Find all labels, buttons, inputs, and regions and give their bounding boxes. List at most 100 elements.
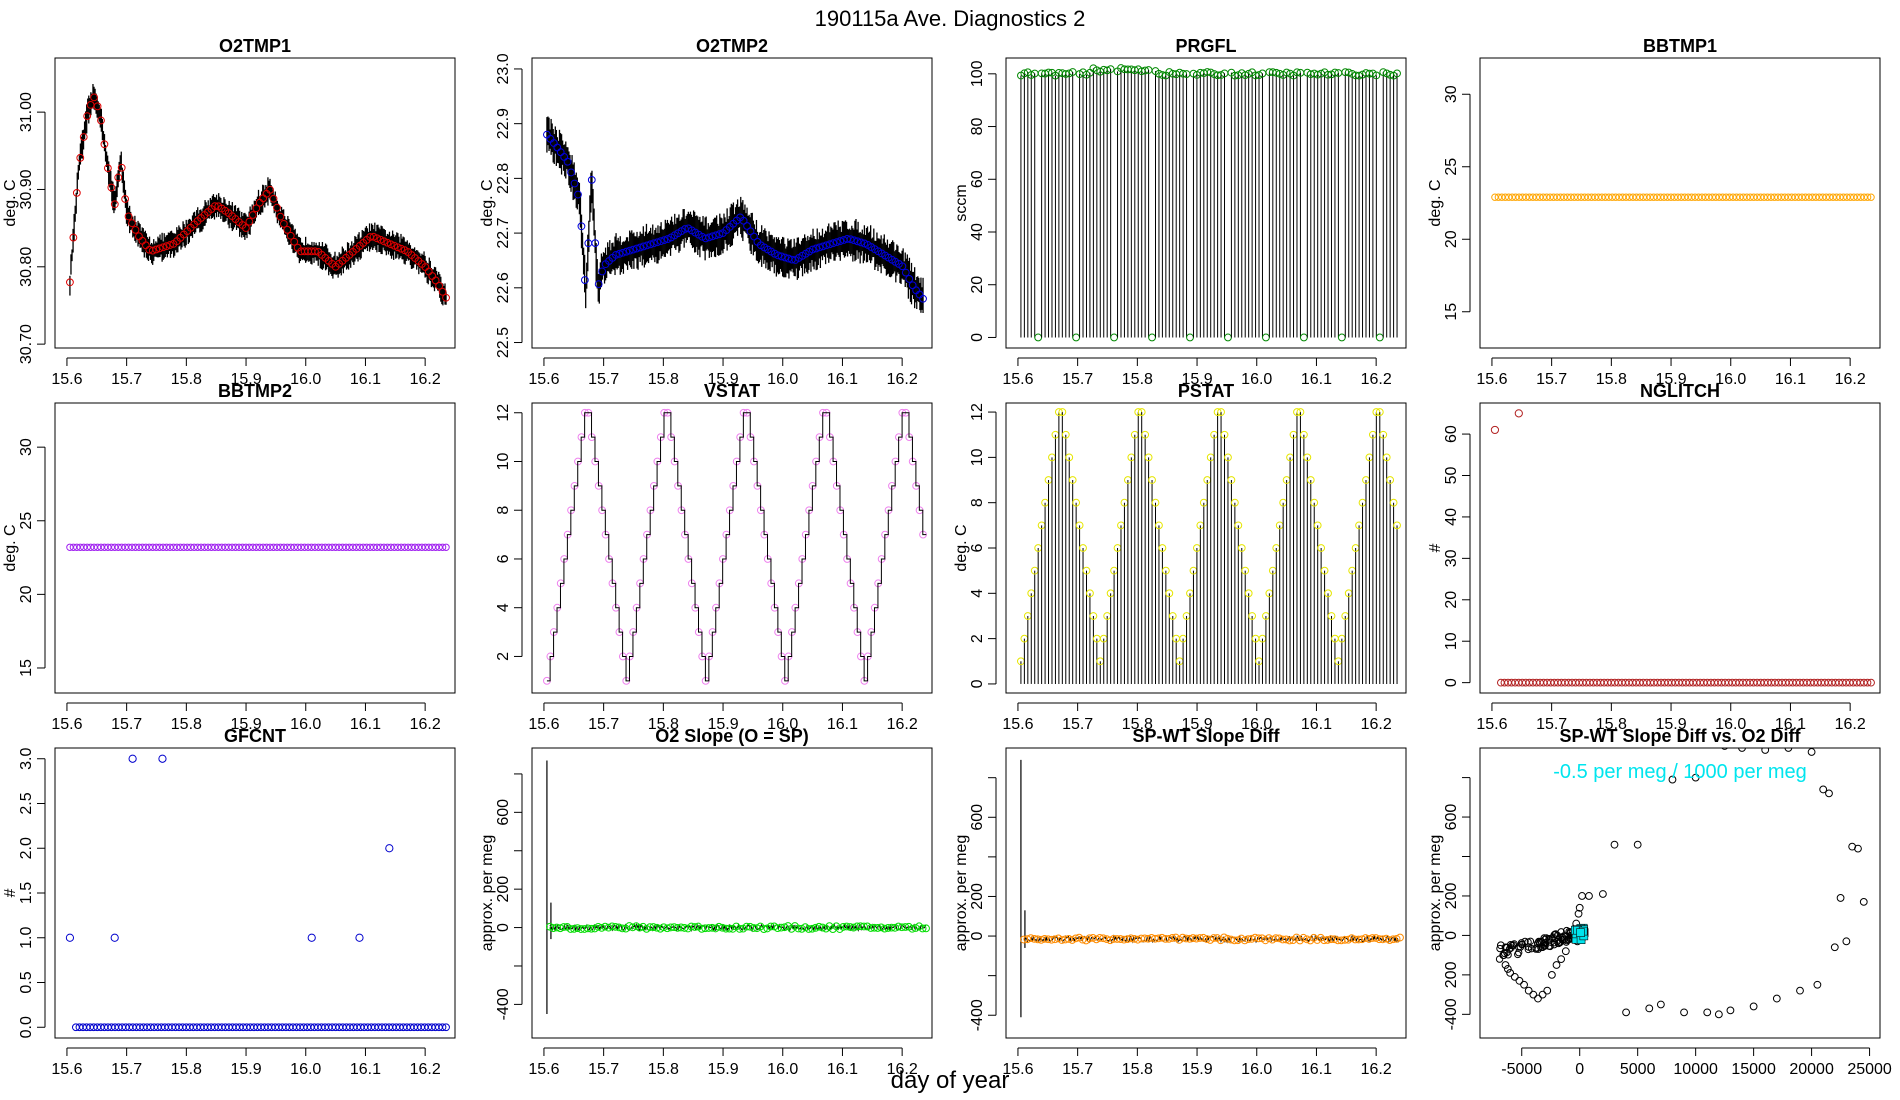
data-point <box>1680 1008 1688 1017</box>
data-point <box>173 543 181 551</box>
data-point <box>1244 589 1253 598</box>
data-point <box>1725 193 1734 201</box>
data-point <box>1293 68 1301 77</box>
data-point <box>442 293 450 302</box>
data-point <box>390 543 398 551</box>
data-point <box>180 543 188 551</box>
data-point <box>331 543 340 551</box>
data-point <box>1106 65 1115 74</box>
data-point <box>1718 193 1727 201</box>
data-point <box>563 157 572 166</box>
data-point <box>1760 193 1768 201</box>
data-point <box>743 222 751 230</box>
y-tick-label: 22.6 <box>495 272 512 303</box>
data-point <box>1625 193 1634 201</box>
data-point <box>1750 193 1758 201</box>
data-point <box>248 211 257 219</box>
data-point <box>1774 193 1782 201</box>
data-point <box>1561 947 1570 956</box>
panel-nglitch: NGLITCH #15.6 15.7 15.8 15.9 16.0 16.1 16.2 0 10 2… <box>1427 381 1881 733</box>
data-point <box>159 543 167 551</box>
panel-title: O2TMP1 <box>219 36 291 56</box>
data-point <box>204 543 212 551</box>
x-tick-label: 25000 <box>1847 1061 1892 1078</box>
plot-frame <box>1479 402 1881 694</box>
plot-frame <box>1479 747 1881 1039</box>
x-tick-label: 15.7 <box>588 716 619 733</box>
y-axis-label: # <box>1427 543 1444 552</box>
data-point <box>1532 193 1541 201</box>
y-tick-label: 20 <box>969 276 986 294</box>
data-point <box>166 543 174 551</box>
y-tick-label: 6 <box>495 554 512 563</box>
data-point <box>311 247 319 256</box>
data-point <box>1732 193 1741 201</box>
data-point <box>128 543 136 551</box>
data-point <box>1825 789 1833 798</box>
data-point <box>397 244 406 253</box>
y-tick-label: 80 <box>969 118 986 136</box>
y-tick-label: 0 <box>1443 931 1460 940</box>
data-point <box>1061 430 1070 439</box>
data-point <box>1772 994 1781 1003</box>
data-point <box>1636 193 1644 201</box>
data-point <box>1158 71 1167 79</box>
data-point <box>1386 476 1395 484</box>
x-tick-label: 15.9 <box>1181 371 1212 388</box>
data-point <box>1721 748 1729 750</box>
data-point <box>245 543 254 551</box>
data-point <box>1643 193 1651 201</box>
y-tick-label: 40 <box>969 223 986 241</box>
y-tick-label: 40 <box>1443 508 1460 526</box>
data-point <box>1299 333 1308 342</box>
data-point <box>76 153 85 162</box>
data-point <box>690 923 699 931</box>
data-point <box>1520 980 1528 989</box>
data-point <box>1830 943 1839 952</box>
data-point <box>1656 193 1665 201</box>
data-point <box>1241 566 1250 575</box>
data-point <box>653 238 662 247</box>
data-point <box>1535 938 1543 946</box>
data-point <box>1524 943 1533 951</box>
y-tick-label: 600 <box>495 799 512 826</box>
x-tick-label: 16.2 <box>410 1061 441 1078</box>
x-tick-label: 16.1 <box>1301 716 1332 733</box>
data-point <box>124 212 133 221</box>
y-tick-label: 600 <box>969 804 986 831</box>
x-tick-label: 16.0 <box>767 1061 798 1078</box>
data-point <box>1372 71 1381 80</box>
data-point <box>352 543 361 551</box>
data-point <box>1691 773 1700 782</box>
x-tick-label: 15.6 <box>1476 371 1507 388</box>
data-point <box>1502 943 1510 951</box>
data-point <box>1674 193 1682 201</box>
data-point <box>162 242 171 251</box>
data-point <box>1155 69 1163 78</box>
data-point <box>318 543 326 551</box>
x-tick-label: 15.9 <box>707 716 738 733</box>
data-point <box>1570 193 1578 201</box>
data-layer <box>66 543 450 551</box>
data-point <box>135 543 143 551</box>
x-tick-label: 15.6 <box>1002 1061 1033 1078</box>
data-point <box>1514 948 1523 957</box>
data-point <box>211 543 219 551</box>
data-point <box>559 923 568 931</box>
data-point <box>1622 1008 1630 1017</box>
y-axis-label: sccm <box>953 184 970 221</box>
data-point <box>152 245 161 254</box>
data-point <box>238 543 247 551</box>
data-point <box>1534 945 1542 953</box>
data-point <box>1846 193 1855 201</box>
data-point <box>386 240 395 249</box>
data-point <box>218 543 226 551</box>
data-point <box>73 543 81 551</box>
data-point <box>300 543 309 551</box>
data-point <box>1843 193 1851 201</box>
data-point <box>901 923 910 931</box>
data-point <box>815 243 824 252</box>
x-tick-label: 15.9 <box>230 716 261 733</box>
data-point <box>100 140 109 149</box>
data-point <box>1525 193 1534 201</box>
